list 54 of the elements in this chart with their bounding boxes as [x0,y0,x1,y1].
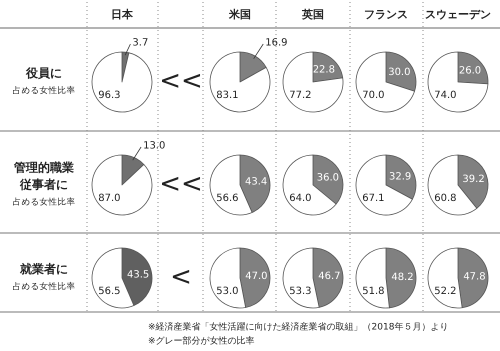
data-label: 47.8 [463,272,486,283]
data-label: 22.8 [312,64,335,76]
data-label: 30.0 [388,67,410,78]
text: ※グレー部分が女性の比率 [148,335,255,346]
data-label: 16.9 [265,38,288,49]
data-label: 46.7 [318,271,341,282]
text: 管理的職業 [13,160,74,174]
pie-slice [356,52,415,112]
data-label: 56.5 [98,286,121,298]
text: 就業者に [19,262,68,276]
data-label: 43.5 [127,269,150,280]
data-label: 60.8 [434,193,457,204]
text: 日本 [111,8,134,22]
data-label: 53.3 [289,286,312,298]
pie-slice [356,154,413,216]
data-label: 56.6 [216,193,239,204]
data-label: 83.1 [216,90,239,102]
data-label: 48.2 [391,272,414,283]
data-label: 70.0 [362,90,385,102]
text: 従事者に [19,177,68,192]
text: 占める女性比率 [12,280,76,292]
data-label: 74.0 [434,90,457,102]
data-label: 96.3 [98,90,121,102]
text: 米国 [228,8,251,22]
text: 占める女性比率 [12,84,76,96]
pie-slice [428,52,488,112]
pie-slice [92,52,152,112]
pie-slice [282,52,344,112]
pie-slice [92,154,152,216]
data-label: 39.2 [462,174,485,186]
data-label: 67.1 [362,193,385,204]
data-label: 43.4 [245,176,268,188]
text: ※経済産業省「女性活躍に向けた経済産業省の取組」（2018年５月）より [148,321,448,332]
text: << [159,169,203,200]
data-label: 64.0 [289,193,312,204]
text: 占める女性比率 [12,196,76,208]
data-label: 32.9 [389,171,412,182]
text: 英国 [301,8,324,22]
data-label: 3.7 [132,38,148,49]
data-label: 87.0 [98,193,121,204]
data-label: 26.0 [458,65,482,76]
text: フランス [364,8,408,22]
data-label: 51.8 [362,286,385,298]
text: < [170,262,192,292]
pie-slice [210,52,270,112]
text: 役員に [25,66,62,80]
data-label: 47.0 [245,271,268,282]
data-label: 53.0 [216,286,239,298]
data-label: 36.0 [316,172,340,184]
data-label: 13.0 [143,140,166,152]
data-label: 52.2 [434,286,457,298]
data-label: 77.2 [289,90,312,102]
text: スウェーデン [425,8,491,22]
text: << [159,66,203,96]
